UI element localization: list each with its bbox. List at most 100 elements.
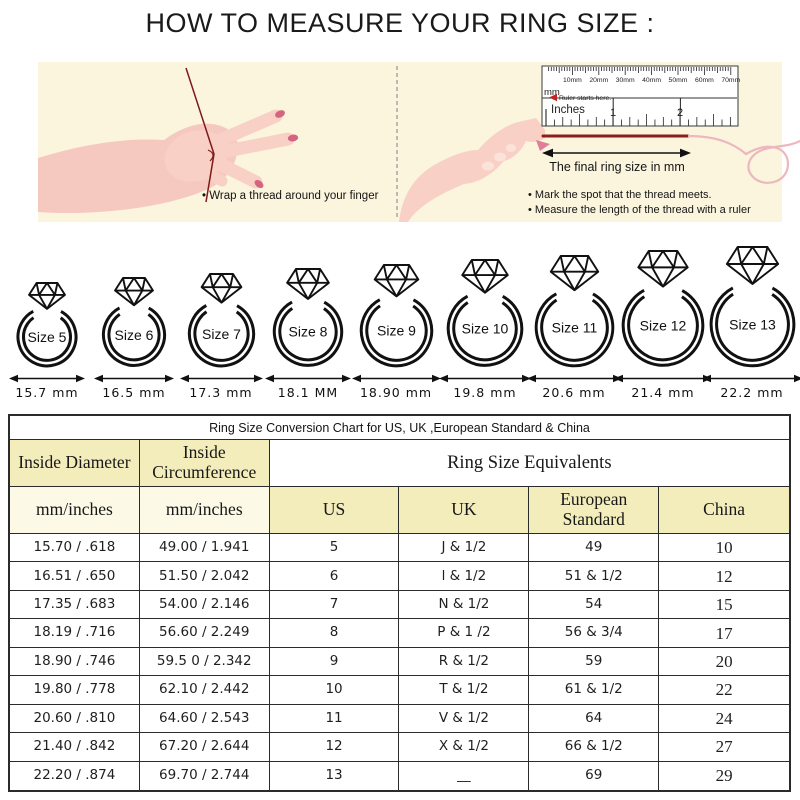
ring-size-label: Size 5 — [28, 329, 67, 345]
ring-icon: Size 8 — [272, 268, 344, 367]
ring-diameter-measurement: 15.7 mm — [15, 385, 79, 400]
ring-size-label: Size 9 — [377, 323, 416, 339]
inch-number-2: 2 — [677, 107, 683, 119]
table-cell-r1c4: J & 1/2 — [399, 534, 530, 563]
table-cell-r3c5: 54 — [529, 590, 660, 620]
table-cell-r2c2: 51.50 / 2.042 — [139, 562, 270, 591]
ring-item-size-13: Size 13 22.2 mm — [701, 244, 800, 400]
table-cell-r1c2: 49.00 / 1.941 — [139, 534, 270, 563]
subheader-us: US — [269, 487, 400, 534]
table-cell-r9c6: 29 — [715, 766, 733, 786]
table-cell-r7c1: 20.60 / .810 — [10, 704, 140, 734]
ring-item-size-10: Size 10 19.8 mm — [439, 257, 531, 400]
table-cell-r7c5: 64 — [529, 704, 660, 734]
ring-diameter-measurement: 22.2 mm — [720, 385, 784, 400]
table-cell-r2c5: 51 & 1/2 — [529, 562, 660, 591]
diameter-arrow-icon — [9, 374, 85, 383]
diameter-arrow-icon — [265, 374, 351, 383]
conversion-table: Ring Size Conversion Chart for US, UK ,E… — [8, 414, 791, 792]
table-cell-r1c3: 5 — [269, 534, 400, 563]
table-cell-r4c3: 8 — [269, 619, 400, 648]
table-cell-r8c5: 66 & 1/2 — [529, 733, 660, 762]
ring-size-label: Size 8 — [289, 324, 328, 340]
table-cell-r4c6: 17 — [659, 619, 789, 648]
final-size-arrow-icon — [542, 148, 691, 158]
ruler-mm-label: 40mm — [642, 77, 661, 84]
ruler-starts-here-label: Ruler starts here. — [559, 95, 611, 102]
hand-with-thread-illustration: • Wrap a thread around your finger — [38, 67, 379, 214]
ring-diameter-measurement: 19.8 mm — [453, 385, 517, 400]
ring-item-size-5: Size 5 15.7 mm — [4, 280, 90, 400]
ruler-mm-label: 60mm — [695, 77, 714, 84]
table-cell-r3c3: 7 — [269, 590, 400, 620]
ring-item-size-11: Size 11 20.6 mm — [526, 253, 622, 400]
table-cell-r1c6: 10 — [659, 534, 789, 563]
ring-icon: Size 6 — [101, 277, 167, 367]
subheader-circumference-units: mm/inches — [139, 487, 270, 534]
ruler-mm-label: 70mm — [721, 77, 740, 84]
diameter-arrow-icon — [94, 374, 174, 383]
table-cell-r7c2: 64.60 / 2.543 — [139, 704, 270, 734]
header-inside-diameter: Inside Diameter — [10, 440, 140, 487]
subheader-diameter-units: mm/inches — [10, 487, 140, 534]
wrap-thread-instruction: • Wrap a thread around your finger — [202, 190, 379, 202]
header-inside-circumference: Inside Circumference — [139, 440, 270, 487]
measure-length-instruction: • Measure the length of the thread with … — [528, 204, 751, 216]
thread-curl — [687, 134, 800, 184]
diameter-arrow-icon — [351, 374, 441, 383]
table-cell-r1c1: 15.70 / .618 — [10, 534, 140, 563]
table-cell-r3c4: N & 1/2 — [399, 590, 530, 620]
table-cell-r8c1: 21.40 / .842 — [10, 733, 140, 762]
table-cell-r6c3: 10 — [269, 676, 400, 705]
diamond-icon — [114, 277, 154, 307]
ring-size-label: Size 10 — [462, 321, 509, 337]
table-cell-r6c1: 19.80 / .778 — [10, 676, 140, 705]
ring-icon: Size 5 — [16, 282, 78, 368]
ring-item-size-8: Size 8 18.1 MM — [265, 266, 351, 400]
final-ring-size-label: The final ring size in mm — [549, 160, 684, 174]
table-cell-r5c5: 59 — [529, 647, 660, 677]
ring-icon: Size 12 — [621, 250, 705, 367]
page-title: HOW TO MEASURE YOUR RING SIZE : — [145, 8, 655, 38]
ring-size-label: Size 6 — [115, 327, 154, 343]
table-cell-r5c3: 9 — [269, 647, 400, 677]
diamond-icon — [637, 250, 689, 288]
table-cell-r9c4: __ — [399, 761, 530, 790]
subheader-uk: UK — [399, 487, 530, 534]
ring-diameter-measurement: 21.4 mm — [631, 385, 695, 400]
table-cell-r5c1: 18.90 / .746 — [10, 647, 140, 677]
diamond-icon — [286, 268, 330, 300]
instruction-illustration: • Wrap a thread around your finger 10mm 2… — [38, 62, 800, 222]
ring-icon: Size 10 — [446, 259, 524, 367]
ring-diameter-measurement: 18.90 mm — [359, 385, 433, 400]
table-cell-r3c1: 17.35 / .683 — [10, 590, 140, 620]
table-cell-r8c4: X & 1/2 — [399, 733, 530, 762]
table-cell-r4c1: 18.19 / .716 — [10, 619, 140, 648]
ring-size-label: Size 7 — [202, 326, 241, 342]
inches-label: Inches — [551, 104, 585, 116]
fingertip-nail — [536, 140, 550, 151]
ring-diameter-measurement: 17.3 mm — [189, 385, 253, 400]
table-cell-r8c6: 27 — [659, 733, 789, 762]
table-cell-r6c4: T & 1/2 — [399, 676, 530, 705]
table-cell-r7c3: 11 — [269, 704, 400, 734]
subheader-european-standard: European Standard — [529, 487, 660, 534]
diamond-icon — [461, 259, 509, 294]
diamond-icon — [28, 282, 66, 310]
ring-size-diagram-row: Size 5 15.7 mm Size 6 16.5 mm Size 7 17.3 mm S… — [0, 240, 800, 400]
ring-diameter-measurement: 16.5 mm — [102, 385, 166, 400]
table-cell-r6c2: 62.10 / 2.442 — [139, 676, 270, 705]
ring-size-label: Size 11 — [551, 319, 597, 335]
table-cell-r7c6: 24 — [659, 705, 789, 734]
table-cell-r4c5: 56 & 3/4 — [529, 619, 660, 648]
mark-spot-instruction: • Mark the spot that the thread meets. — [528, 189, 712, 201]
diamond-icon — [549, 255, 599, 292]
table-cell-r5c6: 20 — [659, 648, 789, 677]
ring-icon: Size 7 — [187, 273, 255, 368]
subheader-china: China — [659, 487, 789, 534]
ring-item-size-12: Size 12 21.4 mm — [614, 248, 712, 400]
inch-number-1: 1 — [610, 107, 616, 119]
ruler-mm-label: 50mm — [669, 77, 688, 84]
table-cell-r4c2: 56.60 / 2.249 — [139, 619, 270, 648]
